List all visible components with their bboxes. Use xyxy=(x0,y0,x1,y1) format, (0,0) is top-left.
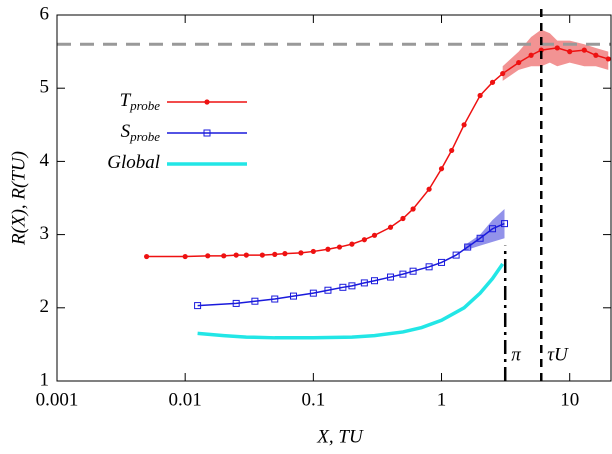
legend-label-main: T xyxy=(120,90,132,111)
y-tick-label: 5 xyxy=(40,77,50,98)
y-tick-label: 6 xyxy=(40,3,50,24)
marker xyxy=(251,297,259,305)
marker xyxy=(500,70,506,77)
x-tick-label: 0.001 xyxy=(36,389,79,410)
marker xyxy=(339,283,347,291)
y-tick-label: 3 xyxy=(40,223,50,244)
y-tick-label: 2 xyxy=(40,296,50,317)
plot-frame xyxy=(56,14,612,382)
marker xyxy=(205,253,211,259)
marker xyxy=(438,258,446,266)
marker xyxy=(289,292,297,300)
marker xyxy=(324,286,332,294)
y-tick-label: 4 xyxy=(40,150,50,171)
legend-label-main: Global xyxy=(107,152,160,173)
y-tick-label: 1 xyxy=(40,369,50,390)
marker xyxy=(400,215,406,222)
marker xyxy=(426,186,432,192)
marker xyxy=(232,299,240,307)
marker xyxy=(371,232,378,238)
legend-label: Tprobe xyxy=(120,90,161,113)
marker xyxy=(271,295,279,303)
marker xyxy=(528,52,534,58)
vertical-marker-label: π xyxy=(511,344,521,365)
x-tick-label: 1 xyxy=(437,389,447,410)
legend-label-sub: probe xyxy=(129,98,160,113)
marker xyxy=(243,252,249,258)
legend-label-main: S xyxy=(121,121,131,142)
legend-label: Global xyxy=(107,152,160,173)
series-line xyxy=(197,222,505,307)
marker xyxy=(605,56,611,62)
marker xyxy=(361,237,367,243)
marker xyxy=(182,253,188,260)
marker xyxy=(410,206,416,212)
legend-marker xyxy=(203,129,211,137)
marker xyxy=(282,251,288,257)
marker xyxy=(371,277,379,285)
marker xyxy=(349,241,355,247)
marker xyxy=(348,282,356,290)
marker xyxy=(194,302,202,310)
marker xyxy=(538,47,544,53)
marker xyxy=(449,147,455,154)
error-band xyxy=(502,29,609,81)
marker xyxy=(554,45,560,51)
marker xyxy=(233,252,239,258)
legend-label: Sprobe xyxy=(121,121,161,144)
marker xyxy=(387,224,394,230)
marker xyxy=(298,250,304,256)
marker xyxy=(336,244,343,250)
marker xyxy=(387,273,395,281)
x-axis-label: X, TU xyxy=(316,426,364,447)
marker xyxy=(360,279,368,287)
marker xyxy=(438,166,445,172)
marker xyxy=(581,47,587,53)
marker xyxy=(259,252,265,258)
marker xyxy=(409,267,417,275)
legend-label-sub: probe xyxy=(129,129,160,144)
x-tick-label: 0.1 xyxy=(301,389,325,410)
marker xyxy=(325,246,331,252)
marker xyxy=(476,234,484,242)
marker xyxy=(425,263,433,271)
error-band xyxy=(464,208,505,251)
marker xyxy=(452,251,460,259)
marker xyxy=(593,52,599,58)
marker xyxy=(221,253,227,259)
marker xyxy=(567,49,573,55)
vertical-marker-label: τU xyxy=(547,344,569,365)
marker xyxy=(399,270,407,278)
marker xyxy=(309,289,317,297)
marker xyxy=(272,251,278,257)
marker xyxy=(477,92,483,99)
marker xyxy=(489,225,497,233)
series-line xyxy=(197,262,505,340)
x-tick-label: 10 xyxy=(560,389,579,410)
legend-marker xyxy=(204,99,210,105)
x-tick-label: 0.01 xyxy=(169,389,202,410)
y-axis-label: R(X), R(TU) xyxy=(8,151,29,246)
marker xyxy=(464,243,472,251)
marker xyxy=(516,59,522,66)
marker xyxy=(461,122,467,128)
marker xyxy=(143,253,150,260)
marker xyxy=(501,220,509,228)
marker xyxy=(489,79,496,85)
series-line xyxy=(146,47,609,258)
marker xyxy=(310,248,316,255)
